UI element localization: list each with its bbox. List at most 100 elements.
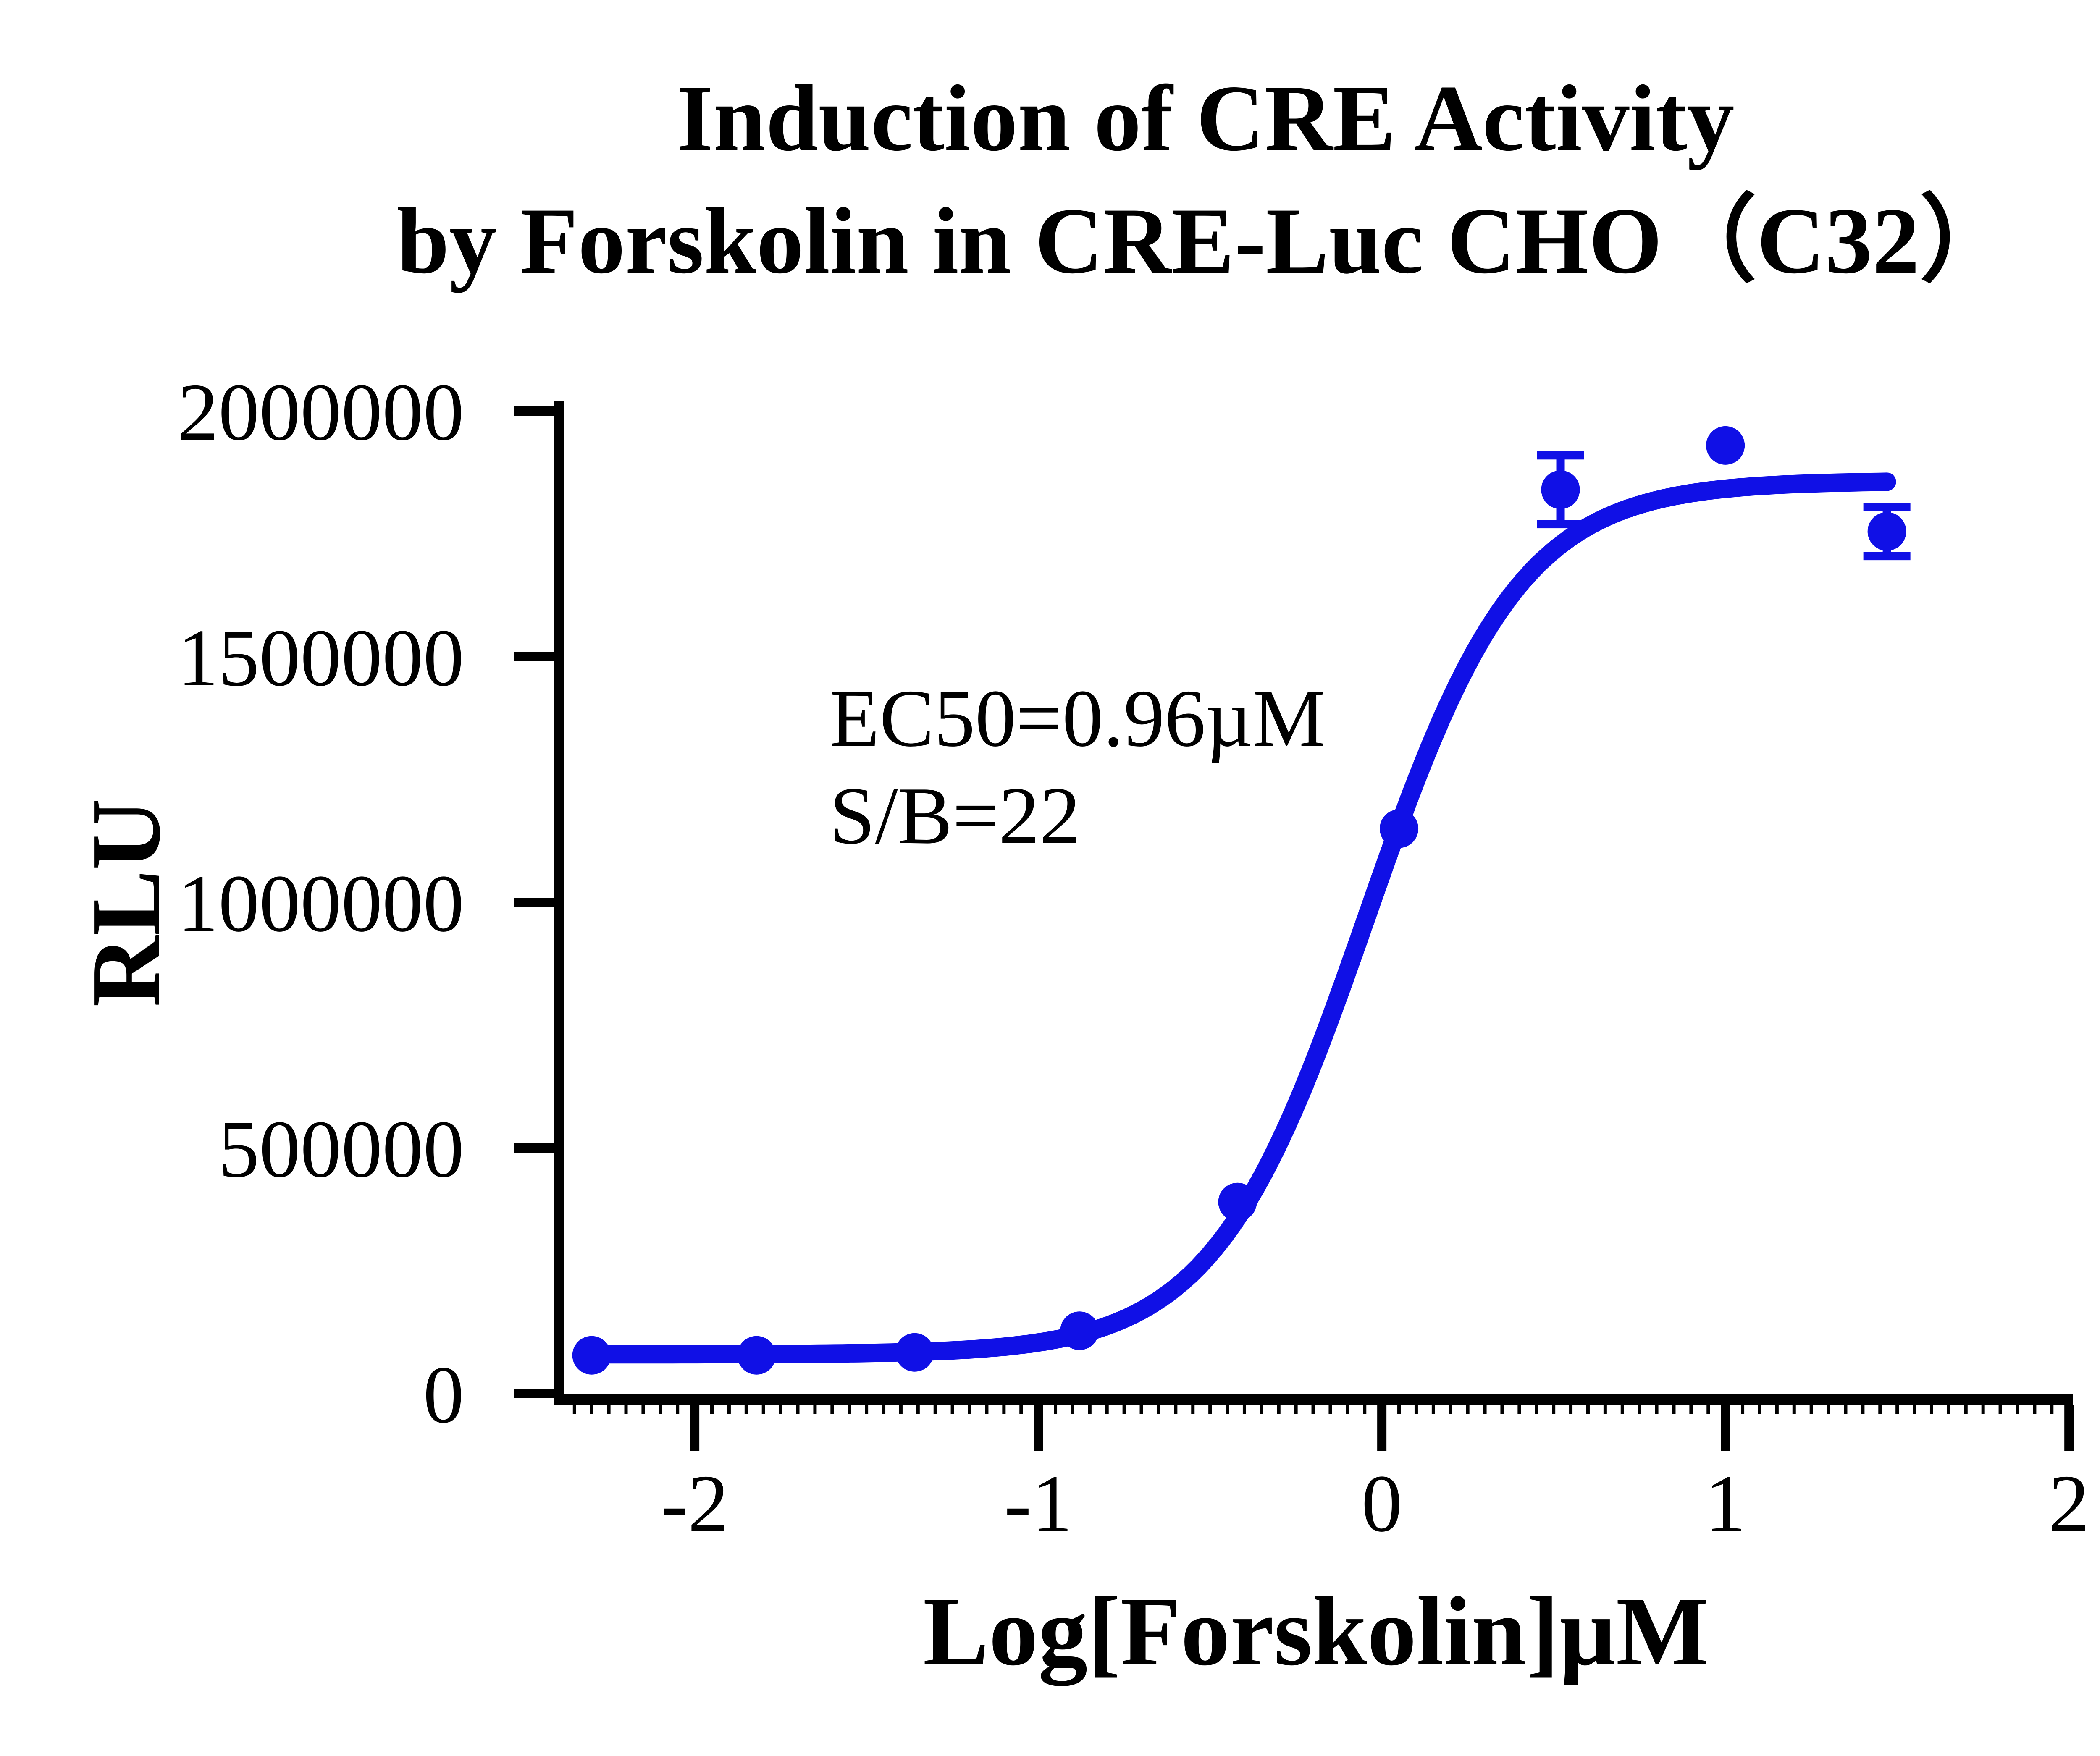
x-axis-minor-tick <box>761 1405 765 1414</box>
x-axis-minor-tick <box>1929 1405 1933 1414</box>
x-axis-minor-tick <box>1998 1405 2002 1414</box>
x-axis-minor-tick <box>779 1405 782 1414</box>
chart-title-line1: Induction of CRE Activity <box>676 66 1735 170</box>
x-axis-minor-tick <box>865 1405 869 1414</box>
x-axis-tick-label: -1 <box>1004 1458 1072 1549</box>
x-axis-minor-tick <box>1431 1405 1435 1414</box>
data-point <box>1060 1311 1099 1350</box>
x-axis-minor-tick <box>1122 1405 1126 1414</box>
x-axis-minor-tick <box>1346 1405 1349 1414</box>
x-axis-minor-tick <box>1191 1405 1195 1414</box>
data-point <box>1218 1182 1257 1221</box>
x-axis-tick-label: -2 <box>661 1458 729 1549</box>
y-axis-tick-label: 0 <box>423 1350 465 1440</box>
x-axis-minor-tick <box>1449 1405 1452 1414</box>
data-point <box>737 1336 776 1375</box>
x-axis-minor-tick <box>607 1405 611 1414</box>
x-axis-minor-tick <box>1535 1405 1538 1414</box>
x-axis-minor-tick <box>1741 1405 1745 1414</box>
x-axis-minor-tick <box>1895 1405 1899 1414</box>
x-axis-tick <box>1034 1405 1043 1451</box>
x-axis-minor-tick <box>1260 1405 1263 1414</box>
x-axis-minor-tick <box>1088 1405 1092 1414</box>
x-axis-minor-tick <box>1964 1405 1968 1414</box>
x-axis-minor-tick <box>1913 1405 1916 1414</box>
x-axis-minor-tick <box>1174 1405 1178 1414</box>
x-axis-minor-tick <box>1758 1405 1761 1414</box>
error-bar-cap <box>1537 451 1584 460</box>
x-axis-minor-tick <box>1483 1405 1487 1414</box>
chart-title-line2: by Forskolin in CRE-Luc CHO（C32） <box>396 188 2014 293</box>
x-axis-tick <box>1721 1405 1730 1451</box>
x-axis-minor-tick <box>676 1405 680 1414</box>
data-point <box>1380 809 1419 848</box>
y-axis-tick <box>514 652 554 661</box>
x-axis-minor-tick <box>624 1405 628 1414</box>
x-axis-tick <box>690 1405 700 1451</box>
x-axis-minor-tick <box>1466 1405 1470 1414</box>
x-axis-minor-tick <box>933 1405 937 1414</box>
x-axis-minor-tick <box>1500 1405 1504 1414</box>
data-point <box>895 1333 934 1372</box>
y-axis-tick-label: 1000000 <box>178 858 465 949</box>
x-axis-minor-tick <box>1878 1405 1882 1414</box>
y-axis-line <box>554 401 564 1405</box>
y-axis-tick-label: 1500000 <box>178 613 465 703</box>
x-axis-minor-tick <box>1208 1405 1212 1414</box>
x-axis-minor-tick <box>1019 1405 1023 1414</box>
x-axis-minor-tick <box>1620 1405 1624 1414</box>
x-axis-minor-tick <box>1844 1405 1848 1414</box>
x-axis-minor-tick <box>1277 1405 1281 1414</box>
x-axis-minor-tick <box>1552 1405 1556 1414</box>
x-axis-minor-tick <box>1947 1405 1950 1414</box>
x-axis-minor-tick <box>1414 1405 1418 1414</box>
fit-curve <box>582 472 1896 1364</box>
x-axis-minor-tick <box>1809 1405 1813 1414</box>
x-axis-minor-tick <box>1517 1405 1521 1414</box>
x-axis-minor-tick <box>1397 1405 1401 1414</box>
data-point <box>1706 426 1745 465</box>
x-axis-minor-tick <box>1603 1405 1607 1414</box>
x-axis-minor-tick <box>590 1405 593 1414</box>
x-axis-minor-tick <box>727 1405 731 1414</box>
y-axis-tick <box>514 406 554 416</box>
x-axis-minor-tick <box>882 1405 886 1414</box>
y-axis-tick-label: 2000000 <box>178 367 465 458</box>
x-axis-minor-tick <box>1311 1405 1315 1414</box>
x-axis-minor-tick <box>1655 1405 1659 1414</box>
y-axis-label: RLU <box>71 798 181 1007</box>
x-axis-minor-tick <box>1071 1405 1074 1414</box>
x-axis-minor-tick <box>1827 1405 1830 1414</box>
annotation-ec50: EC50=0.96µM <box>830 673 1326 764</box>
annotation-sb: S/B=22 <box>830 771 1081 861</box>
x-axis-minor-tick <box>1157 1405 1160 1414</box>
x-axis-minor-tick <box>1672 1405 1676 1414</box>
x-axis-minor-tick <box>1226 1405 1229 1414</box>
x-axis-minor-tick <box>1105 1405 1109 1414</box>
x-axis-minor-tick <box>1054 1405 1058 1414</box>
x-axis-minor-tick <box>1363 1405 1367 1414</box>
y-axis-tick <box>514 1389 554 1398</box>
x-axis-minor-tick <box>813 1405 817 1414</box>
x-axis-minor-tick <box>1242 1405 1246 1414</box>
data-point <box>1541 470 1580 509</box>
x-axis-minor-tick <box>1328 1405 1332 1414</box>
error-bar-cap <box>1863 552 1911 561</box>
x-axis-minor-tick <box>2050 1405 2054 1414</box>
x-axis-minor-tick <box>968 1405 971 1414</box>
x-axis-minor-tick <box>2016 1405 2019 1414</box>
x-axis-tick <box>2064 1405 2074 1451</box>
x-axis-minor-tick <box>744 1405 748 1414</box>
x-axis-minor-tick <box>985 1405 989 1414</box>
data-point <box>572 1336 611 1375</box>
x-axis-minor-tick <box>916 1405 920 1414</box>
x-axis-minor-tick <box>1792 1405 1796 1414</box>
y-axis-tick <box>514 898 554 907</box>
x-axis-minor-tick <box>796 1405 800 1414</box>
x-axis-minor-tick <box>1638 1405 1641 1414</box>
x-axis-minor-tick <box>1139 1405 1143 1414</box>
x-axis-minor-tick <box>1689 1405 1693 1414</box>
x-axis-minor-tick <box>1706 1405 1710 1414</box>
